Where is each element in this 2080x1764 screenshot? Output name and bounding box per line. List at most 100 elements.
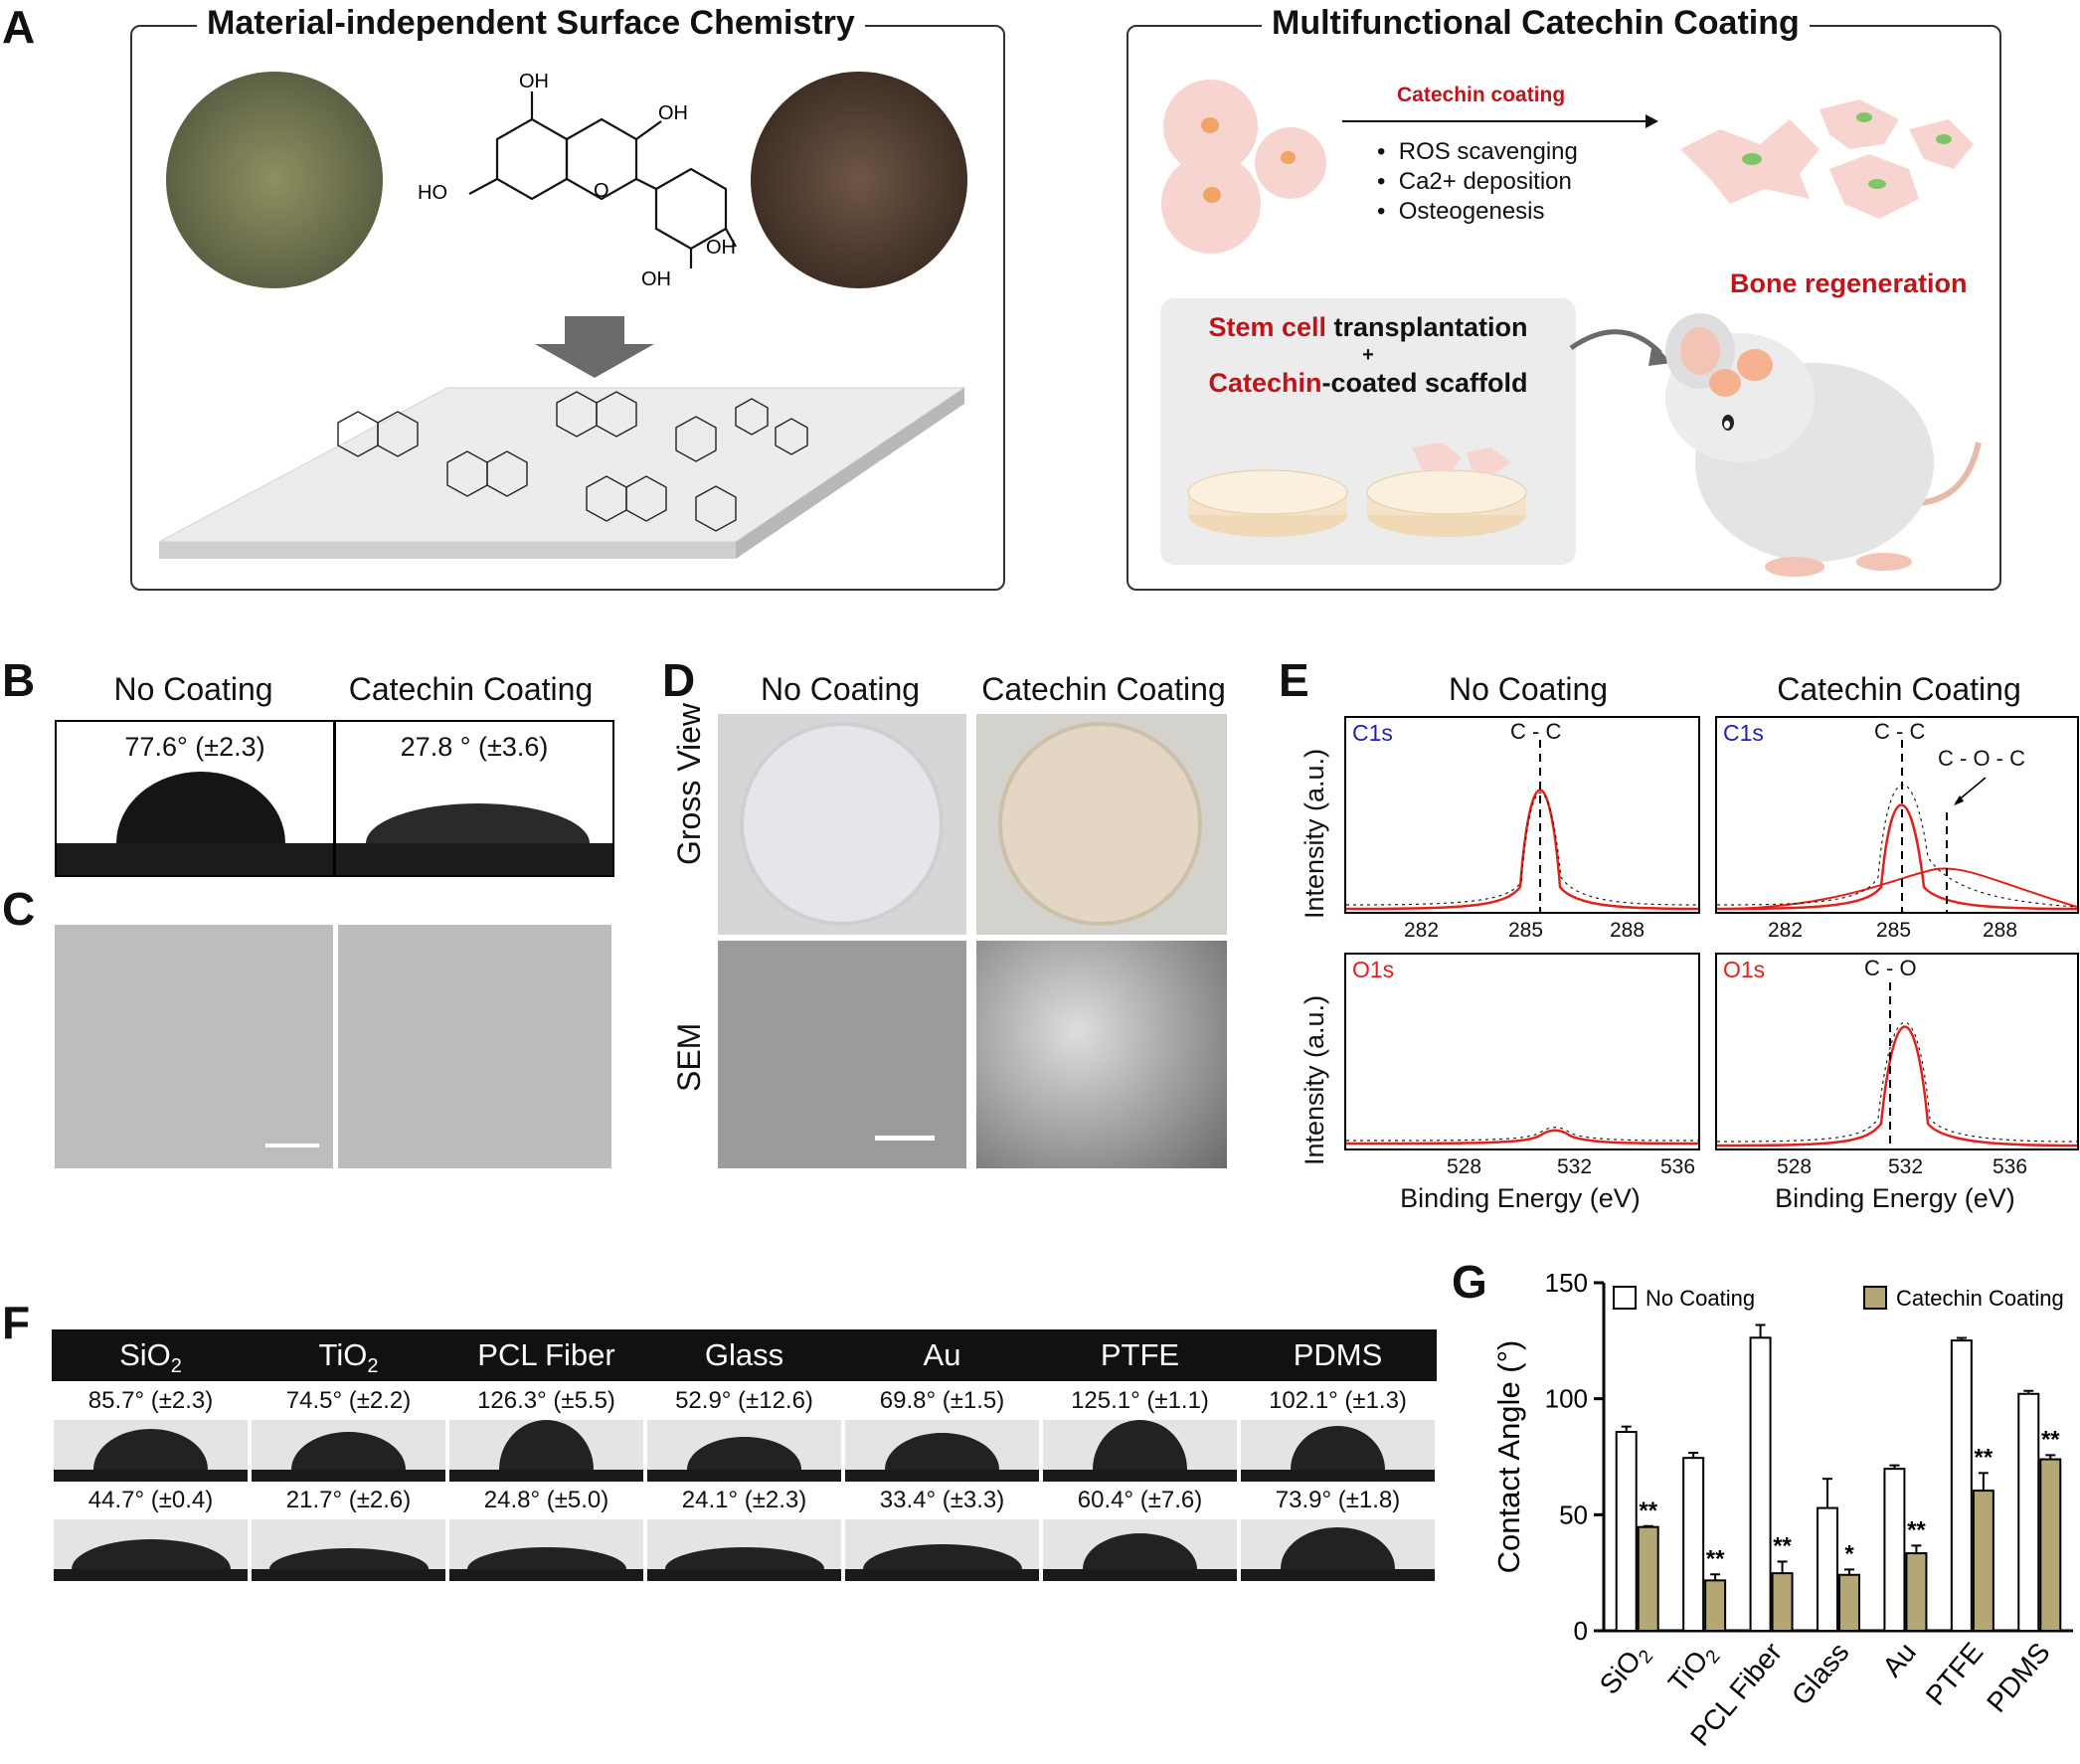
contact-angle-no-coating: 85.7° (±2.3) [87,1387,214,1414]
sem-image-catechin [338,925,611,1168]
droplet-image [449,1519,643,1581]
tick-label: 285 [1876,919,1912,942]
droplet-image [1241,1519,1435,1581]
material-label: Glass [704,1337,784,1372]
contact-angle-no-coating: 52.9° (±12.6) [675,1387,813,1414]
significance-marker: * [1844,1540,1854,1567]
o1s-label: O1s [1723,957,1766,982]
mol-label: OH [658,102,688,124]
cc-peak-label: C - C [1510,719,1562,744]
droplet-image [449,1420,643,1482]
droplet-image [1043,1420,1237,1482]
xps-o1s-no-coating: O1s [1344,953,1700,1150]
mol-label: OH [519,71,549,92]
bar [2039,1458,2062,1632]
mol-label: O [594,180,609,202]
list-item: • Ca2+ deposition [1377,168,1572,195]
significance-marker: ** [1639,1498,1657,1524]
transplantation-text: Stem cell transplantation + Catechin-coa… [1208,312,1528,398]
xps-xlabel: Binding Energy (eV) [1400,1183,1641,1213]
droplet-image [1043,1519,1237,1581]
bar [1749,1336,1772,1633]
contact-angle-no-coating: 126.3° (±5.5) [477,1387,615,1414]
droplet-image [54,1420,248,1482]
contact-angle-catechin: 44.7° (±0.4) [87,1487,214,1513]
droplet-image [845,1519,1039,1581]
panel-b-catechin-header: Catechin Coating [348,671,594,707]
droplet-image [54,1519,248,1581]
mol-label: OH [706,237,736,259]
material-label: TiO2 [318,1337,379,1378]
tick-label: 528 [1777,1155,1813,1178]
panel-e-catechin-header: Catechin Coating [1777,671,2021,707]
panel-label-d: D [662,654,696,706]
tick-label: 528 [1447,1155,1482,1178]
list-item: • Osteogenesis [1377,198,1545,225]
coating-effects-list: • ROS scavenging • Ca2+ deposition • Ost… [1377,137,1578,227]
legend-swatch [1613,1286,1637,1310]
x-tick-label: SiO2 [1594,1637,1657,1703]
contact-angle-no-coating: 102.1° (±1.3) [1269,1387,1407,1414]
x-tick-label: TiO2 [1662,1637,1725,1701]
stem-cell [1161,154,1261,254]
gross-view-catechin [976,714,1227,935]
contact-angle-catechin: 24.1° (±2.3) [681,1487,807,1513]
panel-label-c: C [2,883,36,935]
coffee-beans-photo [751,72,967,288]
significance-marker: ** [1907,1516,1926,1543]
contact-angle-value: 27.8 ° (±3.6) [400,732,549,762]
tick-label: 285 [1508,919,1544,942]
x-tick-label: PTFE [1920,1637,1990,1711]
material-label: Au [923,1337,961,1372]
x-tick-label: Au [1876,1637,1922,1682]
bar [1817,1506,1838,1632]
droplet-image [845,1420,1039,1482]
significance-marker: ** [1706,1545,1725,1572]
tick-label: 282 [1768,919,1804,942]
bar [1838,1573,1860,1632]
bar [1883,1468,1906,1632]
bar [1615,1431,1638,1632]
tick-label: 532 [1557,1155,1593,1178]
tea-leaves-photo [166,72,383,288]
significance-marker: ** [2041,1426,2060,1453]
xps-ylabel-c1s: Intensity (a.u.) [1300,748,1329,919]
contact-angle-catechin: 24.8° (±5.0) [483,1487,609,1513]
bar [1682,1457,1705,1632]
droplet-image-no-coating: 77.6° (±2.3) [55,720,335,877]
significance-marker: ** [1773,1532,1792,1559]
x-tick-label: Glass [1786,1637,1855,1711]
bar [2017,1392,2040,1632]
bar [1771,1572,1794,1632]
xps-c1s-no-coating: C1s C - C [1344,716,1700,914]
legend-swatch [1863,1286,1887,1310]
gross-view-no-coating [718,714,966,935]
panel-label-e: E [1279,654,1309,706]
contact-angle-catechin: 73.9° (±1.8) [1275,1487,1401,1513]
bar [1950,1339,1973,1632]
panel-label-b: B [2,654,36,706]
panel-label-f: F [2,1297,31,1348]
list-item: • ROS scavenging [1377,138,1578,165]
multifunctional-coating-title: Multifunctional Catechin Coating [1262,4,1810,43]
y-tick-label: 150 [1545,1268,1588,1298]
cell-nucleus [1201,117,1219,133]
catechin-structure: OH OH HO OH OH O [418,71,737,290]
x-tick-label: PDMS [1981,1637,2056,1718]
coating-arrow-label: Catechin coating [1397,84,1566,106]
bar [1704,1579,1727,1633]
bar [1905,1552,1928,1633]
y-tick-label: 100 [1545,1384,1588,1414]
differentiated-cells-illustration [1680,99,1974,219]
material-label: PDMS [1293,1337,1383,1372]
cell-nucleus [1203,187,1221,203]
droplet-image [1241,1420,1435,1482]
scale-bar [875,1136,935,1141]
contact-angle-no-coating: 69.8° (±1.5) [879,1387,1005,1414]
mouse-illustration [1665,313,1982,577]
contact-angle-catechin: 60.4° (±7.6) [1077,1487,1203,1513]
material-label: SiO2 [119,1337,182,1378]
y-axis-label: Contact Angle (°) [1491,1340,1526,1574]
sem-catechin [976,941,1227,1168]
bone-regeneration-label: Bone regeneration [1730,268,1968,298]
